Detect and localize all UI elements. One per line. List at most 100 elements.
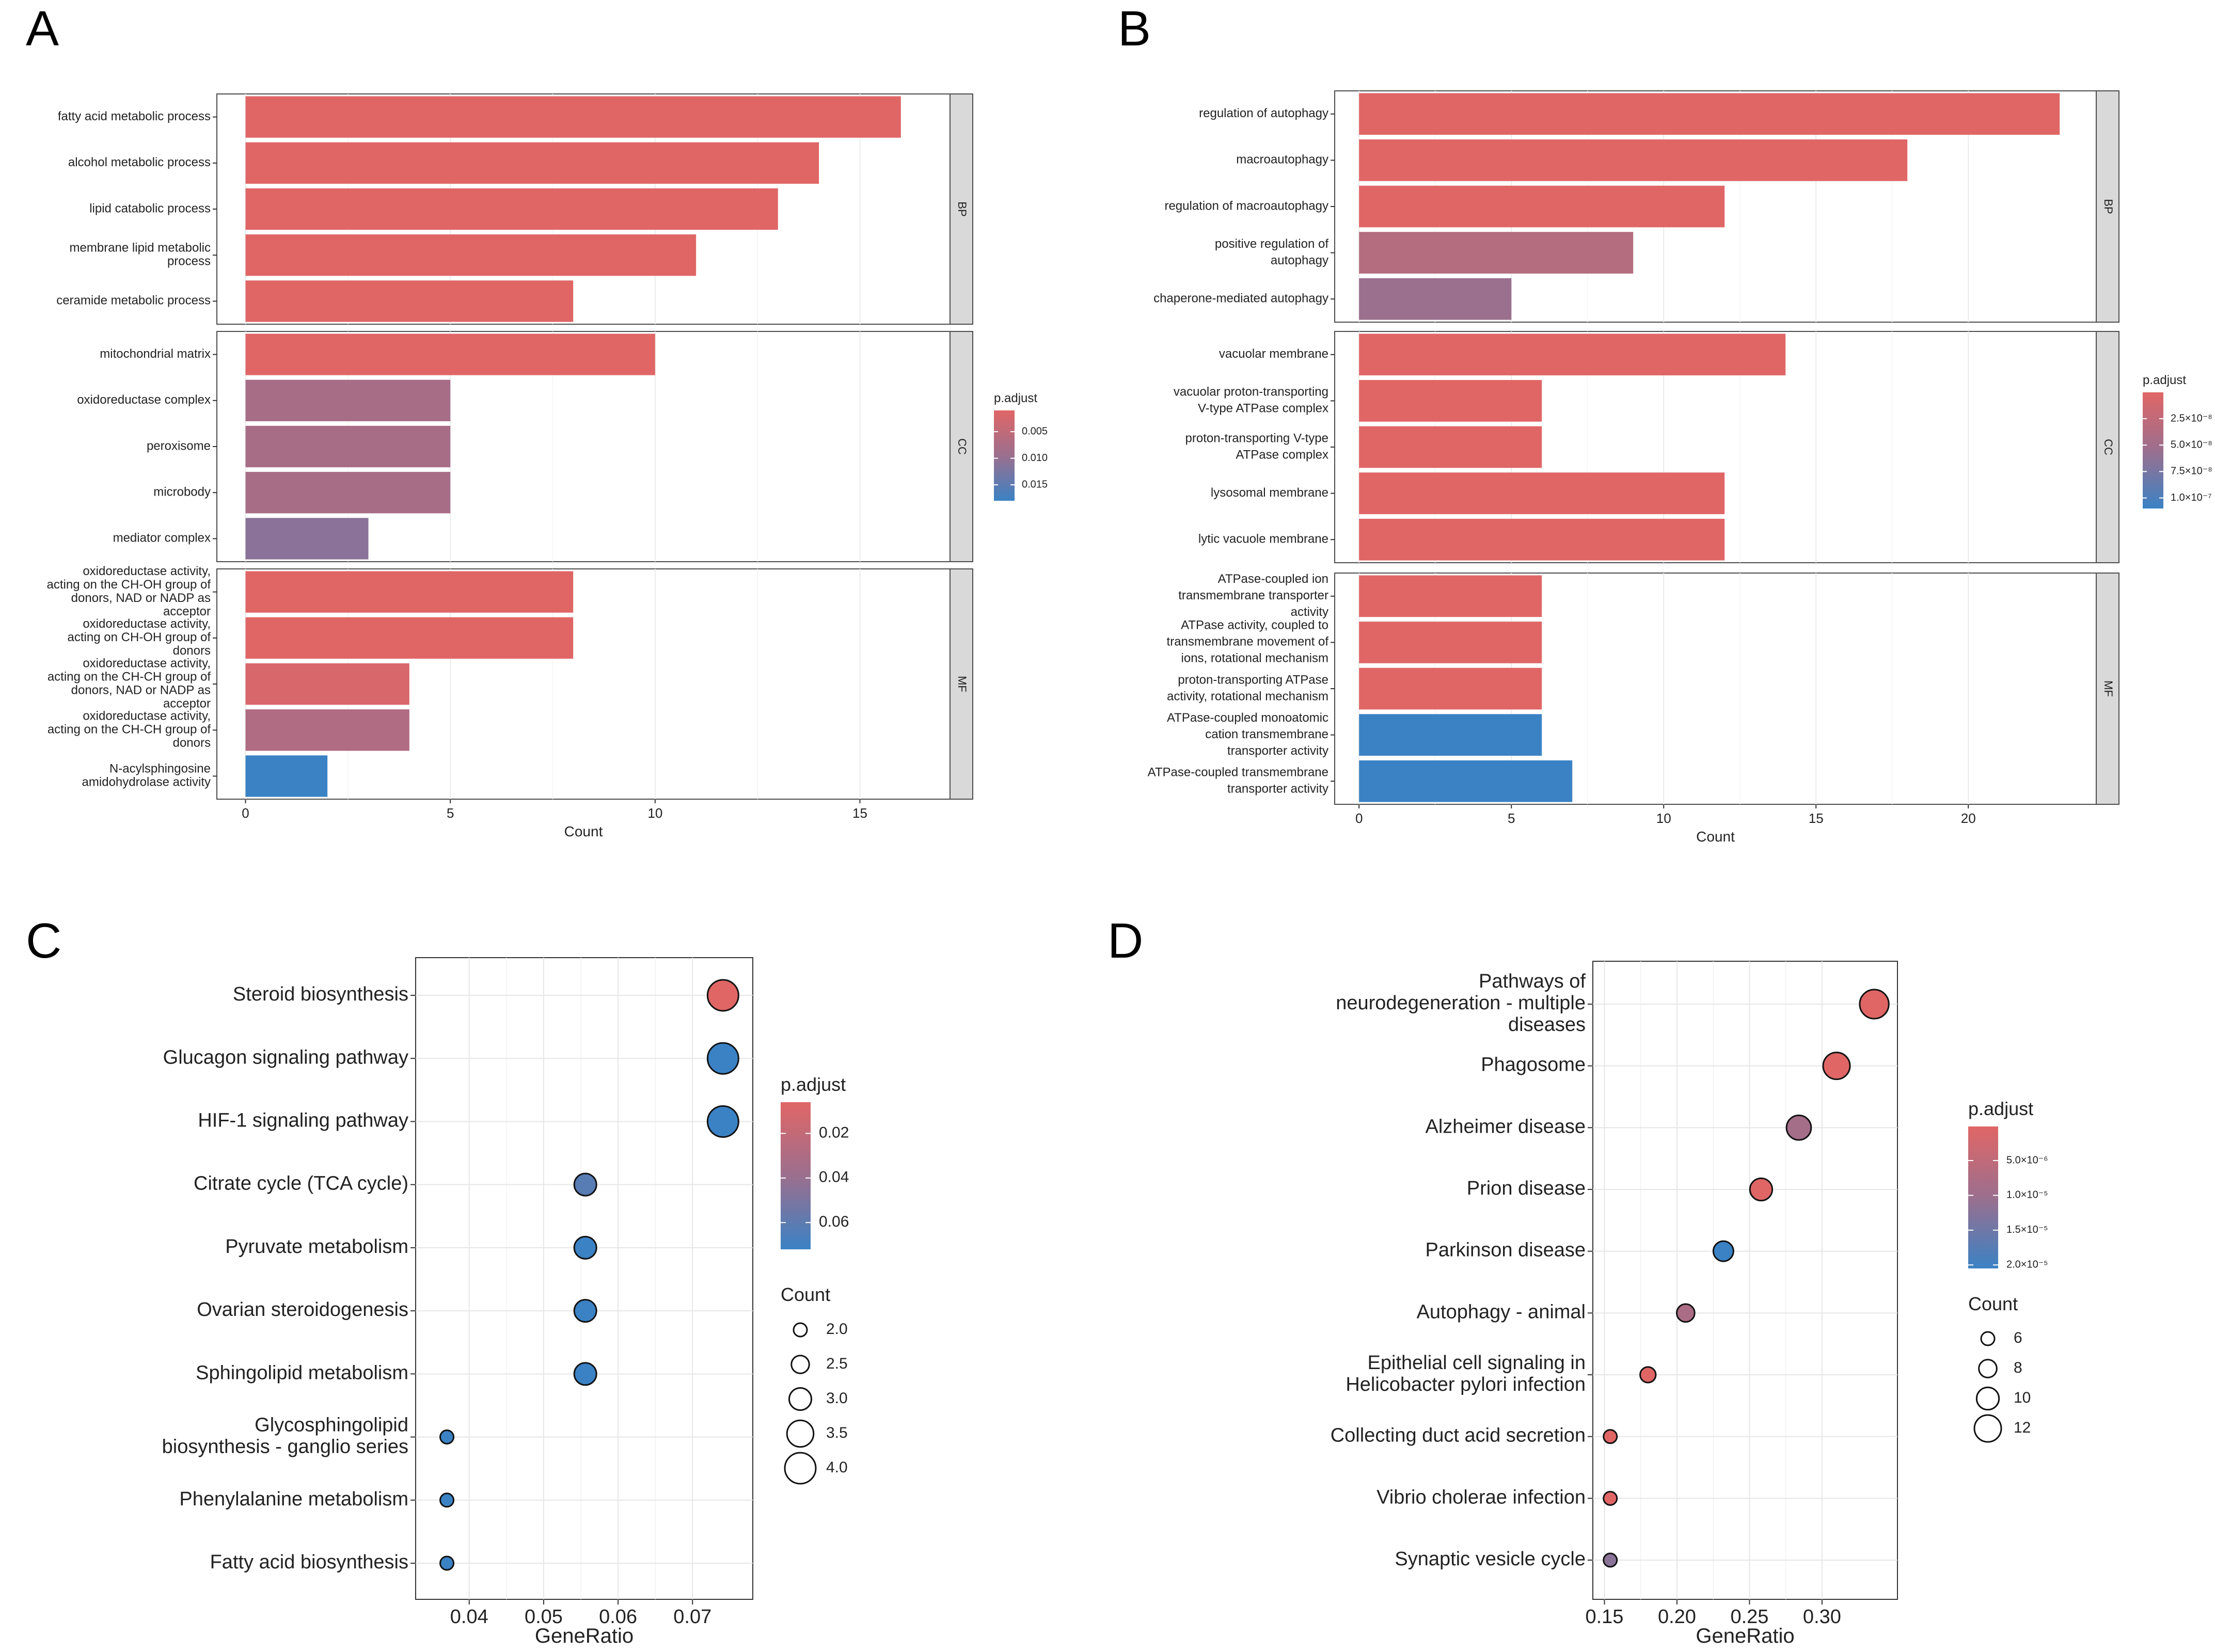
panel-a-bar-chart: BP fatty acid metabolic process alcohol me… xyxy=(47,93,1048,839)
bar xyxy=(245,617,574,659)
facet-strip xyxy=(950,331,973,562)
bar xyxy=(245,234,697,276)
y-tick-label-line: proton-transporting V-type xyxy=(1185,431,1329,445)
bar xyxy=(1359,575,1542,617)
x-tick-label: 10 xyxy=(647,805,662,821)
legend-size-title: Count xyxy=(1968,1293,2018,1314)
y-tick-label: Synaptic vesicle cycle xyxy=(1395,1548,1586,1570)
x-axis-title: GeneRatio xyxy=(535,1625,634,1647)
y-tick-label: Pathways of neurodegeneration - multiple d… xyxy=(1336,971,1586,1036)
y-tick-label-line: Autophagy - animal xyxy=(1417,1301,1586,1323)
legend-size-label: 3.5 xyxy=(826,1424,848,1441)
legend-title: p.adjust xyxy=(2143,373,2186,387)
y-tick-label-line: Synaptic vesicle cycle xyxy=(1395,1548,1586,1570)
y-tick-label-line: lipid catabolic process xyxy=(89,201,211,215)
legend-tick-label: 0.06 xyxy=(819,1213,849,1230)
bar xyxy=(245,709,409,751)
bar xyxy=(245,188,778,230)
bar xyxy=(1359,380,1542,422)
y-tick-label-line: cation transmembrane xyxy=(1205,727,1328,741)
y-tick-label: positive regulation of autophagy xyxy=(1215,237,1328,267)
bar xyxy=(245,142,819,184)
dot-point xyxy=(1603,1490,1618,1506)
bar xyxy=(245,280,574,322)
y-tick-label: oxidoreductase activity, acting on the CH… xyxy=(48,656,211,710)
y-tick-label-line: HIF-1 signaling pathway xyxy=(198,1109,408,1131)
x-tick-label: 0.15 xyxy=(1585,1606,1623,1628)
facet-strip-label: BP xyxy=(2102,199,2115,214)
y-tick-label: Sphingolipid metabolism xyxy=(196,1362,408,1384)
legend-colorbar xyxy=(1968,1126,1998,1268)
dot-point xyxy=(439,1492,455,1508)
legend-colorbar xyxy=(994,410,1015,501)
legend-size-label: 10 xyxy=(2014,1389,2031,1406)
y-tick-label-line: acceptor xyxy=(163,605,211,618)
panel-letter-d: D xyxy=(1108,913,1143,968)
bar xyxy=(1359,760,1573,802)
legend-colorbar xyxy=(781,1102,811,1249)
y-tick-label-line: Ovarian steroidogenesis xyxy=(197,1299,408,1321)
bar xyxy=(245,755,328,797)
y-tick-label: oxidoreductase activity, acting on the CH… xyxy=(47,564,211,618)
x-tick-label: 0.04 xyxy=(450,1606,488,1628)
legend-size-circle xyxy=(1975,1386,2000,1411)
y-tick-label: macroautophagy xyxy=(1236,153,1328,167)
dot-point xyxy=(706,1105,739,1138)
bar xyxy=(1359,622,1542,663)
y-tick-label-line: mitochondrial matrix xyxy=(100,347,211,361)
bar xyxy=(245,379,451,421)
legend-size-circle xyxy=(784,1452,817,1485)
y-tick-label-line: regulation of macroautophagy xyxy=(1164,199,1328,213)
y-tick-label-line: Parkinson disease xyxy=(1425,1240,1586,1261)
y-tick-label-line: transmembrane movement of xyxy=(1167,635,1329,649)
y-tick-label-line: N-acylsphingosine xyxy=(109,762,211,776)
dot-point xyxy=(573,1362,597,1386)
y-tick-label-line: ions, rotational mechanism xyxy=(1181,652,1328,665)
y-tick-label: ATPase-coupled transmembrane transporter … xyxy=(1148,766,1328,796)
dot-point xyxy=(573,1172,597,1197)
legend-size-circle xyxy=(1978,1359,1998,1378)
y-tick-label: proton-transporting V-type ATPase complex xyxy=(1185,431,1329,462)
legend-tick-label: 0.015 xyxy=(1022,479,1048,490)
legend-size-label: 8 xyxy=(2014,1359,2022,1376)
x-axis-title: Count xyxy=(564,823,603,839)
dot-point xyxy=(1859,989,1890,1020)
y-tick-label: Citrate cycle (TCA cycle) xyxy=(194,1173,408,1195)
bar xyxy=(245,96,901,138)
y-tick-label-line: oxidoreductase complex xyxy=(77,393,211,407)
y-tick-label: lytic vacuole membrane xyxy=(1198,532,1328,546)
y-tick-label-line: fatty acid metabolic process xyxy=(58,109,211,123)
x-axis-title: GeneRatio xyxy=(1696,1625,1794,1647)
y-tick-label-line: regulation of autophagy xyxy=(1199,106,1328,120)
y-tick-label-line: oxidoreductase activity, xyxy=(83,564,211,578)
y-tick-label-line: oxidoreductase activity, xyxy=(83,617,211,631)
legend-size-circle xyxy=(788,1387,812,1411)
legend-size-circle xyxy=(1980,1331,1996,1346)
bar xyxy=(1359,668,1542,710)
facet-strip-label: CC xyxy=(956,438,969,455)
legend-tick-label: 7.5×10⁻⁸ xyxy=(2171,466,2212,477)
y-tick-label-line: process xyxy=(167,255,211,268)
legend-tick-label: 1.0×10⁻⁵ xyxy=(2006,1189,2048,1201)
legend-tick-label: 1.0×10⁻⁷ xyxy=(2171,492,2212,503)
facet-strip-label: MF xyxy=(2102,680,2115,697)
facet-strip xyxy=(2096,90,2119,323)
x-tick-label: 0.07 xyxy=(673,1606,711,1628)
legend-size-label: 3.0 xyxy=(826,1390,848,1407)
y-tick-label: lysosomal membrane xyxy=(1211,486,1328,500)
y-tick-label-line: Glycosphingolipid xyxy=(255,1415,408,1436)
dot-point xyxy=(1603,1429,1618,1444)
y-tick-label-line: positive regulation of xyxy=(1215,237,1328,251)
y-tick-label: chaperone-mediated autophagy xyxy=(1153,292,1328,306)
y-tick-label: vacuolar membrane xyxy=(1219,347,1328,361)
y-tick-label-line: proton-transporting ATPase xyxy=(1178,673,1328,687)
y-tick-label: Glucagon signaling pathway xyxy=(163,1046,408,1068)
facet-strip xyxy=(950,93,973,325)
y-tick-label-line: oxidoreductase activity, xyxy=(83,709,211,723)
y-tick-label-line: membrane lipid metabolic xyxy=(70,241,211,255)
bar xyxy=(1359,333,1786,376)
facet-strip-label: BP xyxy=(956,201,969,216)
bar xyxy=(245,663,409,705)
y-tick-label-line: Citrate cycle (TCA cycle) xyxy=(194,1173,408,1195)
legend-size-circle xyxy=(1973,1414,2002,1443)
